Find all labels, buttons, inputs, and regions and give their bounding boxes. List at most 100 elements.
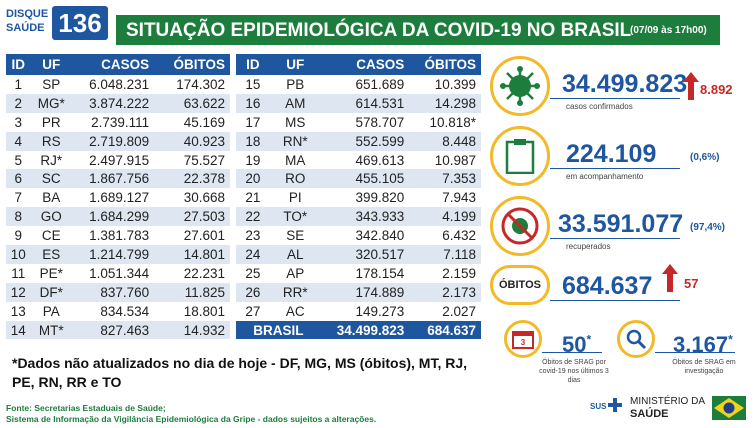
cell-casos: 1.214.799 bbox=[72, 245, 155, 264]
divider bbox=[550, 300, 680, 301]
cell-obitos: 40.923 bbox=[154, 131, 230, 151]
header-id: ID bbox=[236, 54, 270, 75]
cell-casos: 2.739.111 bbox=[91, 114, 150, 130]
deaths-label-box: ÓBITOS bbox=[490, 265, 550, 305]
cell-casos: 174.889 bbox=[320, 282, 410, 302]
logo-line1: DISQUE bbox=[6, 8, 49, 20]
cell-id: 8 bbox=[6, 207, 31, 227]
cell-obitos: 2.027 bbox=[442, 303, 476, 319]
cell-id: 11 bbox=[11, 265, 26, 281]
cell-id: 17 bbox=[245, 114, 261, 130]
cell-id: 16 bbox=[236, 93, 270, 113]
cell-casos: 2.497.915 bbox=[89, 152, 150, 168]
table-row: 25 AP 178.154 2.159 bbox=[236, 264, 481, 283]
cell-id: 14 bbox=[6, 320, 31, 340]
cell-obitos: 10.987 bbox=[434, 152, 476, 168]
cell-uf: BA bbox=[42, 190, 61, 206]
cell-id: 2 bbox=[6, 93, 31, 113]
cell-uf: RJ* bbox=[40, 152, 63, 168]
table-row: 26 RR* 174.889 2.173 bbox=[236, 282, 481, 302]
confirmed-value: 34.499.823 bbox=[562, 70, 688, 98]
arrow-up-icon bbox=[662, 264, 678, 292]
table-row: 4 RS 2.719.809 40.923 bbox=[6, 131, 230, 151]
confirmed-increase: 8.892 bbox=[700, 82, 733, 97]
deaths-increase: 57 bbox=[684, 276, 699, 291]
title-banner: SITUAÇÃO EPIDEMIOLÓGICA DA COVID-19 NO B… bbox=[116, 15, 720, 45]
calendar-icon-circle: 3 bbox=[504, 320, 542, 358]
cell-id: 23 bbox=[245, 228, 261, 244]
svg-text:3: 3 bbox=[521, 338, 526, 347]
cell-uf: SP bbox=[42, 76, 61, 92]
cell-casos: 2.719.809 bbox=[72, 131, 155, 151]
cell-obitos: 27.503 bbox=[154, 207, 230, 227]
cell-uf: AC bbox=[285, 303, 305, 319]
monitoring-pct: (0,6%) bbox=[690, 152, 720, 163]
states-table-left: ID UF CASOS ÓBITOS 1 SP 6.048.231 174.302 2 M… bbox=[6, 54, 230, 340]
cell-obitos: 7.353 bbox=[409, 169, 481, 189]
cell-id: 15 bbox=[245, 76, 261, 92]
cell-uf: GO bbox=[30, 207, 73, 227]
table-row: 12 DF* 837.760 11.825 bbox=[6, 282, 230, 302]
cell-id: 10 bbox=[6, 245, 31, 264]
cell-id: 19 bbox=[245, 152, 261, 168]
table-row: 24 AL 320.517 7.118 bbox=[236, 245, 481, 264]
srag-investigation-number: 3.167 bbox=[673, 332, 729, 357]
confirmed-label: casos confirmados bbox=[566, 102, 633, 111]
divider bbox=[550, 238, 680, 239]
cell-obitos: 75.527 bbox=[183, 152, 225, 168]
cell-id: 27 bbox=[245, 303, 261, 319]
cell-uf: MT* bbox=[30, 320, 73, 340]
cell-id: 24 bbox=[236, 245, 270, 264]
cell-uf: SE bbox=[286, 228, 305, 244]
cell-uf: PE* bbox=[39, 265, 63, 281]
header-id: ID bbox=[6, 54, 31, 75]
cell-casos: 552.599 bbox=[320, 131, 410, 151]
cell-casos: 578.707 bbox=[355, 114, 405, 130]
ministry-logo: MINISTÉRIO DA SAÚDE bbox=[630, 396, 705, 420]
cell-id: 4 bbox=[6, 131, 31, 151]
table-row: 23 SE 342.840 6.432 bbox=[236, 226, 481, 245]
cell-obitos: 2.173 bbox=[409, 282, 481, 302]
srag-investigation-star: * bbox=[728, 332, 733, 347]
cell-uf: MA bbox=[285, 152, 306, 168]
table-row: 8 GO 1.684.299 27.503 bbox=[6, 207, 230, 227]
srag-investigation-label: Óbitos de SRAG em investigação bbox=[672, 359, 736, 375]
cell-obitos: 6.432 bbox=[442, 228, 476, 244]
source-line2: Sistema de Informação da Vigilância Epid… bbox=[6, 414, 377, 424]
cell-obitos: 174.302 bbox=[176, 76, 225, 92]
cell-id: 20 bbox=[236, 169, 270, 189]
cell-uf: RO bbox=[269, 169, 321, 189]
table-row: 7 BA 1.689.127 30.668 bbox=[6, 188, 230, 207]
monitoring-value: 224.109 bbox=[566, 140, 657, 168]
table-row: 17 MS 578.707 10.818* bbox=[236, 113, 481, 132]
arrow-up-icon bbox=[683, 72, 699, 100]
cell-casos: 3.874.222 bbox=[72, 93, 155, 113]
cell-obitos: 14.801 bbox=[154, 245, 230, 264]
source-line1: Fonte: Secretarias Estaduais de Saúde; bbox=[6, 403, 166, 413]
cell-uf: RR* bbox=[269, 282, 321, 302]
header-casos: CASOS bbox=[320, 54, 410, 75]
cell-id: 5 bbox=[14, 152, 22, 168]
brasil-total-row: BRASIL 34.499.823 684.637 bbox=[236, 320, 481, 340]
magnifier-icon-circle bbox=[617, 320, 655, 358]
divider bbox=[542, 352, 602, 353]
cell-casos: 342.840 bbox=[355, 228, 405, 244]
states-table-right: ID UF CASOS ÓBITOS 15 PB 651.689 10.399 16 AM… bbox=[236, 54, 481, 340]
cell-uf: MS bbox=[285, 114, 306, 130]
cell-uf: DF* bbox=[30, 282, 73, 302]
cell-casos: 1.051.344 bbox=[89, 265, 150, 281]
cell-id: 1 bbox=[14, 76, 22, 92]
cell-obitos: 7.118 bbox=[409, 245, 481, 264]
cell-casos: 1.381.783 bbox=[89, 228, 150, 244]
cell-obitos: 45.169 bbox=[183, 114, 225, 130]
srag-deaths-number: 50 bbox=[562, 332, 587, 357]
ministry-line1: MINISTÉRIO DA bbox=[630, 396, 706, 407]
table-row: 6 SC 1.867.756 22.378 bbox=[6, 169, 230, 189]
cell-uf: RN* bbox=[269, 131, 321, 151]
disque-saude-logo: DISQUE SAÚDE 136 bbox=[4, 6, 108, 42]
srag-deaths-label: Óbitos de SRAG por covid-19 nos últimos … bbox=[539, 359, 609, 384]
table-header-row: ID UF CASOS ÓBITOS bbox=[6, 54, 230, 75]
total-casos: 34.499.823 bbox=[320, 320, 410, 340]
cell-id: 22 bbox=[236, 207, 270, 227]
virus-icon bbox=[500, 66, 540, 106]
